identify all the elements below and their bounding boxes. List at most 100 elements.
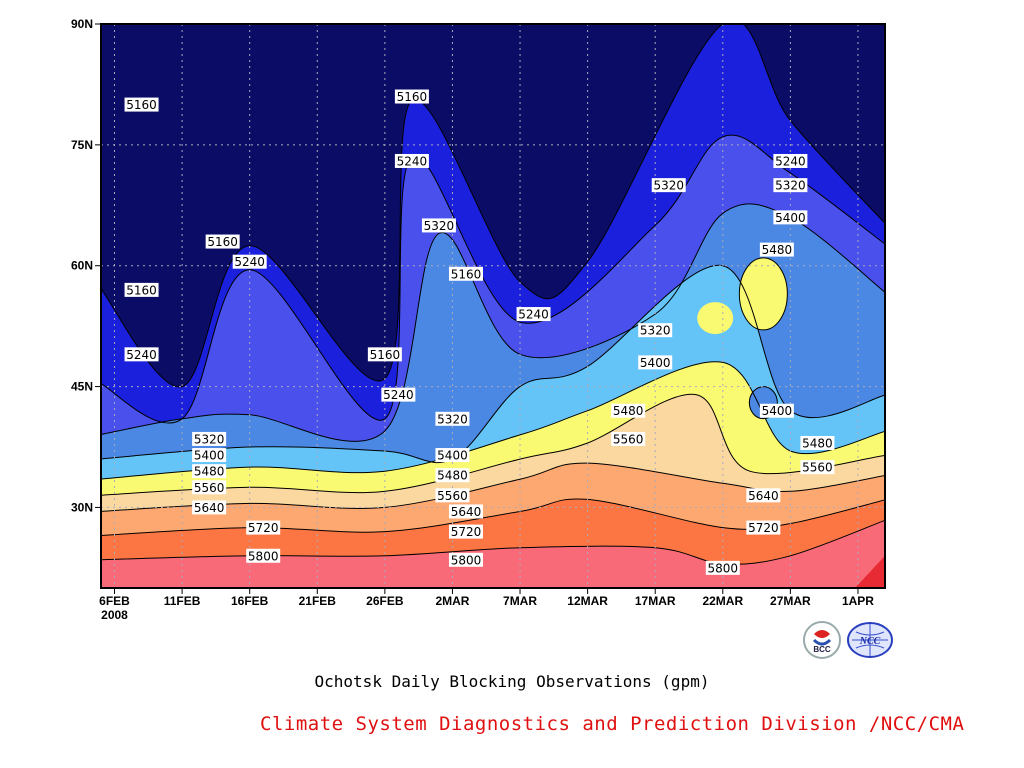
contour-label-bg [516,307,551,322]
credit-text: Climate System Diagnostics and Predictio… [260,713,965,735]
contour-label-bg [746,520,781,535]
contour-label-text: 5320 [437,412,468,426]
contour-label-text: 5320 [640,324,671,338]
contour-label-bg [435,468,470,483]
contour-label-bg [435,448,470,463]
contour-label-5320: 5320 [192,431,227,446]
x-tick-label: 26FEB [366,594,404,608]
contour-label-5800: 5800 [246,548,281,563]
contour-label-bg [124,282,159,297]
contour-label-5240: 5240 [124,347,159,362]
contour-label-5320: 5320 [651,178,686,193]
contour-label-text: 5240 [397,154,428,168]
contour-label-text: 5720 [748,521,779,535]
contour-label-bg [611,431,646,446]
contour-label-5160: 5160 [448,266,483,281]
contour-label-text: 5160 [451,267,482,281]
contour-label-5720: 5720 [448,524,483,539]
region-above-5800 [855,555,885,588]
contour-label-text: 5160 [370,348,401,362]
contour-label-5560: 5560 [435,488,470,503]
contour-label-bg [759,242,794,257]
ncc-logo: NCC [846,620,894,664]
contour-label-bg [192,500,227,515]
contour-label-5240: 5240 [232,254,267,269]
contour-label-5160: 5160 [124,282,159,297]
contour-label-bg [638,323,673,338]
contour-label-5240: 5240 [394,153,429,168]
contour-label-bg [773,153,808,168]
y-tick-label: 60N [71,259,93,273]
contour-label-text: 5400 [640,356,671,370]
contour-label-5480: 5480 [435,468,470,483]
y-tick-label: 90N [71,17,93,31]
contour-label-5480: 5480 [759,242,794,257]
contour-label-text: 5640 [194,501,225,515]
contour-label-bg [773,210,808,225]
x-tick-label: 22MAR [702,594,743,608]
contour-label-bg [192,448,227,463]
contour-label-5560: 5560 [800,460,835,475]
contour-label-5800: 5800 [705,560,740,575]
contour-label-text: 5560 [802,461,833,475]
contour-label-bg [611,403,646,418]
contour-label-text: 5240 [383,388,414,402]
contour-label-text: 5480 [802,436,833,450]
y-tick-label: 45N [71,380,93,394]
svg-text:BCC: BCC [813,645,831,654]
contour-5480 [101,361,885,480]
contour-label-5160: 5160 [124,97,159,112]
contour-label-bg [192,464,227,479]
contour-label-bg [394,89,429,104]
contour-label-text: 5240 [234,255,265,269]
contour-label-bg [448,266,483,281]
contour-label-text: 5800 [248,549,279,563]
contour-label-5400: 5400 [435,448,470,463]
closed-high-5480-b [697,302,734,335]
contour-label-text: 5320 [424,219,455,233]
contour-label-bg [192,480,227,495]
plot-frame [100,23,886,589]
contour-label-bg [759,403,794,418]
contour-label-5320: 5320 [421,218,456,233]
contour-label-bg [651,178,686,193]
contour-label-text: 5640 [748,489,779,503]
contour-label-5320: 5320 [638,323,673,338]
contour-label-text: 5160 [207,235,238,249]
contour-label-bg [192,431,227,446]
contour-label-bg [448,504,483,519]
x-tick-label: 1APR [842,594,874,608]
contour-label-5400: 5400 [638,355,673,370]
contour-label-5320: 5320 [773,178,808,193]
contour-label-text: 5560 [194,481,225,495]
contour-label-text: 5640 [451,505,482,519]
region-5800 [101,520,885,588]
contour-label-5160: 5160 [394,89,429,104]
contour-label-text: 5560 [613,432,644,446]
contour-label-text: 5800 [708,561,739,575]
x-tick-label: 11FEB [164,594,201,608]
contour-label-5400: 5400 [773,210,808,225]
x-tick-label: 2MAR [435,594,469,608]
svg-text:NCC: NCC [859,636,881,647]
x-tick-label: 6FEB [99,594,130,608]
contour-label-bg [381,387,416,402]
contour-label-bg [205,234,240,249]
contour-label-text: 5320 [653,179,684,193]
contour-label-5400: 5400 [759,403,794,418]
y-tick-label: 30N [71,500,93,514]
contour-label-bg [448,524,483,539]
contour-label-bg [124,97,159,112]
contour-label-bg [246,548,281,563]
contour-label-text: 5320 [194,432,225,446]
contour-label-5720: 5720 [246,520,281,535]
contour-5400 [101,265,885,464]
contour-label-bg [421,218,456,233]
contour-label-text: 5480 [194,465,225,479]
x-tick-label: 21FEB [299,594,337,608]
contour-label-text: 5240 [518,308,549,322]
contour-label-bg [394,153,429,168]
contour-label-5160: 5160 [205,234,240,249]
contour-label-5800: 5800 [448,552,483,567]
